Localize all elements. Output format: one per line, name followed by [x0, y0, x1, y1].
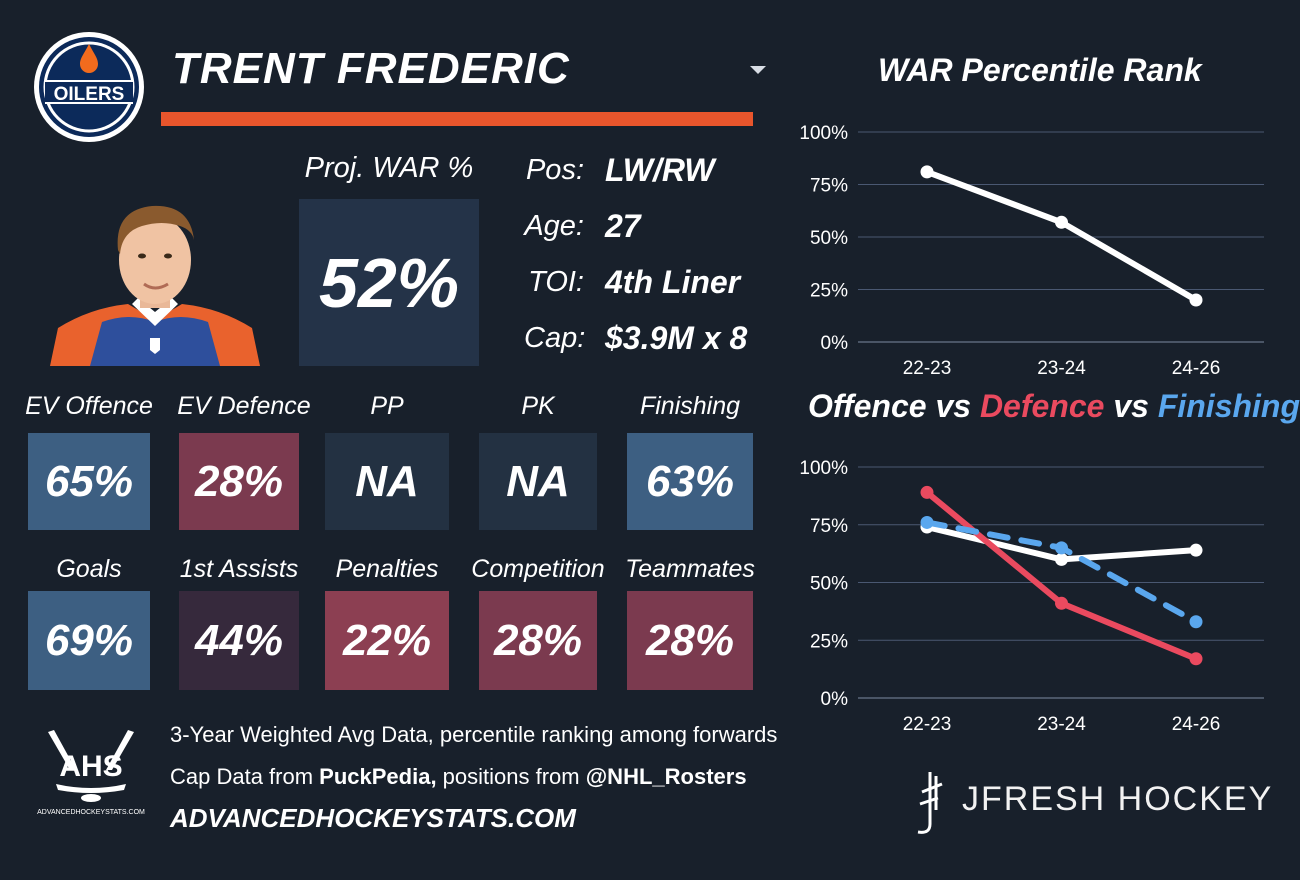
footer-note-1: 3-Year Weighted Avg Data, percentile ran… [170, 722, 778, 747]
stat-box: 65% [28, 433, 150, 530]
data-point [1189, 615, 1203, 629]
age-value: 27 [605, 208, 641, 244]
data-point [920, 515, 934, 529]
stat-box: 28% [179, 433, 299, 530]
war-percentile-chart: 0% 25% 50% 75% 100% 22-23 23-24 24-26 [799, 123, 1264, 379]
ahs-logo-subtext: ADVANCEDHOCKEYSTATS.COM [37, 809, 145, 816]
footer-note-2-prefix: Cap Data from [170, 764, 320, 789]
stat-box: NA [325, 433, 449, 530]
stat-label: EV Offence [25, 392, 153, 420]
pos-value: LW/RW [605, 152, 715, 188]
y-tick-label: 25% [810, 631, 848, 652]
stat-box: NA [479, 433, 597, 530]
footer-source-link: PuckPedia, [319, 764, 437, 789]
offence-defence-finishing-chart: 0% 25% 50% 75% 100% 22-23 23-24 24-26 [799, 458, 1264, 735]
data-point [1055, 541, 1068, 555]
jfresh-logo-icon [908, 770, 948, 836]
data-point [1189, 652, 1203, 666]
data-point [1189, 543, 1203, 557]
chart2-title-defence: Defence [979, 388, 1105, 424]
stat-label: Competition [471, 555, 605, 583]
y-tick-label: 75% [810, 176, 848, 197]
y-tick-label: 25% [810, 281, 848, 302]
chart2-title: Offence vs Defence vs Finishing [808, 388, 1300, 425]
cap-label: Cap: [524, 322, 586, 354]
y-tick-label: 0% [821, 333, 849, 354]
stat-label: Goals [56, 555, 122, 583]
stat-label: EV Defence [177, 392, 311, 420]
y-tick-label: 100% [799, 458, 848, 479]
chart2-title-finishing: Finishing [1157, 388, 1300, 424]
x-tick-label: 24-26 [1172, 358, 1221, 379]
team-logo-text: OILERS [54, 84, 125, 105]
y-tick-label: 50% [810, 228, 848, 249]
cap-value: $3.9M x 8 [605, 320, 748, 356]
pos-label: Pos: [525, 154, 584, 186]
data-point [1189, 293, 1203, 307]
chart1-title: WAR Percentile Rank [878, 52, 1202, 88]
ahs-logo: AHS ADVANCEDHOCKEYSTATS.COM [36, 726, 146, 826]
stat-label: Penalties [335, 555, 439, 583]
chart2-title-vs2: vs [1104, 388, 1158, 424]
stat-box: 69% [28, 591, 150, 690]
player-name: TRENT FREDERIC [172, 44, 570, 93]
data-point [1055, 215, 1068, 229]
stat-box: 63% [627, 433, 753, 530]
stat-box: 44% [179, 591, 299, 690]
proj-war-value: 52% [299, 199, 479, 366]
x-tick-label: 23-24 [1037, 714, 1086, 735]
stat-label: Teammates [625, 555, 755, 583]
stat-box: 28% [479, 591, 597, 690]
series-line-defence [924, 489, 1199, 662]
website-text: ADVANCEDHOCKEYSTATS.COM [170, 803, 576, 833]
stat-box: 22% [325, 591, 449, 690]
toi-value: 4th Liner [605, 264, 741, 300]
y-tick-label: 100% [799, 123, 848, 144]
y-tick-label: 75% [810, 516, 848, 537]
footer-note-2: Cap Data from PuckPedia, positions from … [170, 764, 747, 790]
chart2-title-vs1: vs [926, 388, 980, 424]
x-tick-label: 23-24 [1037, 358, 1086, 379]
y-tick-label: 0% [821, 689, 849, 710]
chevron-down-icon[interactable] [750, 66, 766, 74]
x-tick-label: 24-26 [1172, 714, 1221, 735]
name-underline-bar [161, 112, 753, 126]
footer-handle: @NHL_Rosters [585, 764, 747, 789]
stat-label: 1st Assists [179, 555, 299, 583]
stat-box: 28% [627, 591, 753, 690]
x-tick-label: 22-23 [903, 358, 952, 379]
proj-war-label: Proj. WAR % [304, 152, 474, 184]
chart2-title-offence: Offence [808, 388, 927, 424]
ahs-logo-text: AHS [59, 750, 122, 783]
data-point [1055, 596, 1068, 610]
data-point [920, 165, 934, 179]
stat-label: Finishing [639, 392, 741, 420]
jfresh-brand: JFRESH HOCKEY [962, 780, 1274, 818]
series-line-0 [924, 168, 1199, 303]
stat-label: PP [370, 392, 404, 420]
team-logo: OILERS [32, 30, 146, 144]
x-tick-label: 22-23 [903, 714, 952, 735]
player-photo [50, 200, 260, 366]
toi-label: TOI: [528, 266, 584, 298]
data-point [1055, 552, 1068, 566]
data-point [920, 485, 934, 499]
stat-label: PK [521, 392, 555, 420]
age-label: Age: [524, 210, 584, 242]
footer-note-2-mid: positions from [436, 764, 586, 789]
y-tick-label: 50% [810, 574, 848, 595]
